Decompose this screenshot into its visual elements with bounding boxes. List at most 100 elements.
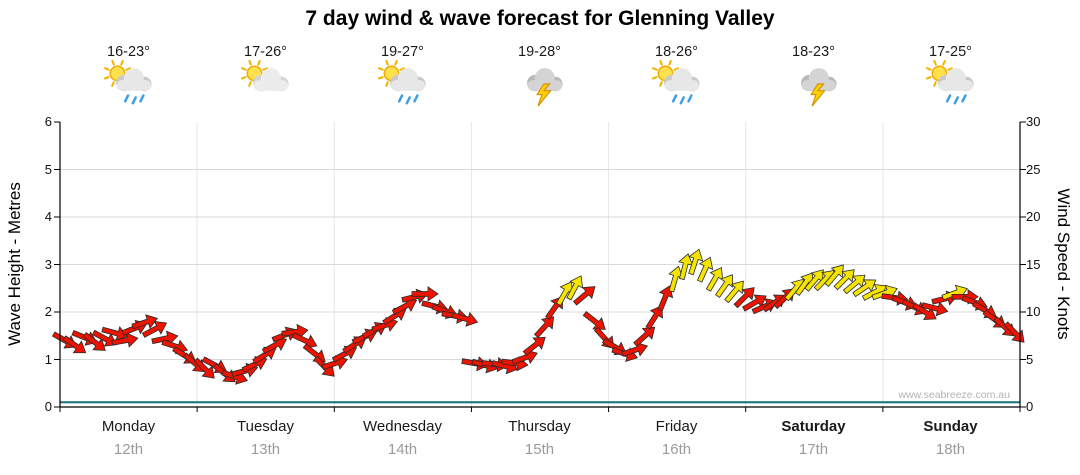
wind-arrow	[361, 322, 388, 339]
wind-arrow	[121, 319, 148, 336]
wind-arrow	[261, 337, 288, 355]
rain-drops	[945, 94, 967, 105]
cloud	[389, 68, 426, 92]
rain-drops	[397, 94, 419, 105]
wind-arrow	[421, 299, 449, 315]
wind-arrow	[715, 274, 733, 298]
wind-arrow	[302, 343, 326, 363]
wind-arrow	[82, 331, 106, 351]
wind-tick-labels: 0 5 10 15 20 25 30	[1026, 0, 1056, 475]
wind-arrow	[451, 311, 479, 327]
cloud	[800, 68, 837, 92]
wind-arrow	[931, 290, 959, 306]
wind-arrow	[481, 356, 509, 373]
wind-arrow	[161, 339, 189, 355]
wind-arrow	[668, 265, 684, 293]
wind-arrow	[566, 275, 584, 301]
thunderstorm-icon	[745, 60, 882, 114]
wind-arrow	[961, 295, 988, 311]
lightning-bolt	[535, 83, 552, 107]
day-temp: 18-23°	[792, 44, 835, 60]
wind-arrow	[382, 307, 407, 326]
wind-arrow	[71, 329, 98, 346]
day-temp: 18-26°	[655, 44, 698, 60]
wind-tick-label: 10	[1026, 304, 1041, 319]
cloud	[115, 68, 152, 92]
wind-arrow	[951, 289, 979, 305]
wind-arrow	[705, 266, 724, 292]
day-date: 17th	[798, 441, 829, 458]
wind-arrow	[724, 280, 744, 304]
wind-arrow	[291, 332, 318, 349]
day-temp: 17-26°	[244, 44, 287, 60]
wind-arrow	[182, 352, 206, 373]
day-temp: 19-27°	[381, 44, 424, 60]
partly-cloudy-icon	[197, 59, 334, 114]
day-label: Tuesday	[237, 418, 294, 435]
wind-arrow	[201, 356, 228, 374]
wind-arrow	[281, 323, 309, 340]
wind-arrow	[733, 287, 755, 309]
wind-arrow	[982, 309, 1007, 328]
wind-arrow	[593, 326, 615, 349]
wave-tick-label: 4	[44, 209, 52, 224]
wind-arrow	[555, 281, 574, 307]
day-temp: 16-23°	[107, 44, 150, 60]
wind-tick-label: 25	[1026, 161, 1041, 177]
wind-arrow	[321, 355, 349, 371]
wind-arrow	[511, 349, 538, 365]
wind-arrow	[491, 359, 519, 375]
wind-arrow	[971, 300, 997, 319]
wind-arrow	[696, 256, 714, 283]
wind-arrow	[411, 286, 439, 302]
wind-arrow	[331, 345, 358, 363]
day-label: Thursday	[508, 418, 571, 435]
wave-tick-label: 2	[44, 304, 52, 319]
wind-arrow	[62, 335, 87, 354]
wind-tick-label: 5	[1026, 351, 1034, 367]
wind-arrow	[824, 264, 844, 287]
day-label: Wednesday	[363, 418, 442, 435]
wind-arrow	[813, 269, 835, 292]
wave-tick-labels: 0 1 2 3 4 5 6	[30, 0, 52, 475]
wind-arrow	[231, 362, 259, 378]
wind-arrow	[522, 336, 546, 356]
wind-arrow	[751, 298, 778, 315]
day-label: Monday	[101, 418, 156, 435]
wind-arrow	[313, 355, 335, 377]
wind-arrow	[881, 290, 909, 306]
wave-tick-label: 3	[44, 256, 52, 272]
wave-tick-label: 0	[44, 399, 52, 414]
sun-shower-icon	[608, 59, 745, 114]
wave-tick-label: 6	[44, 114, 52, 129]
wind-arrow	[342, 336, 367, 354]
wind-arrow	[351, 328, 378, 345]
wind-arrow	[1003, 321, 1025, 343]
day-date: 12th	[113, 441, 144, 458]
lightning-bolt	[809, 83, 826, 107]
wind-arrow	[401, 288, 429, 304]
cloud	[663, 68, 700, 92]
wind-arrow	[678, 253, 694, 281]
watermark: www.seabreeze.com.au	[898, 389, 1010, 401]
wind-arrow	[621, 341, 649, 357]
wind-arrow	[271, 326, 298, 343]
sun-shower-icon	[334, 59, 471, 114]
day-date: 13th	[250, 441, 281, 458]
wind-arrow	[111, 332, 139, 348]
wind-arrow	[193, 357, 215, 379]
wind-tick-label: 30	[1026, 114, 1041, 129]
wind-tick-label: 20	[1026, 209, 1041, 224]
day-label: Friday	[655, 418, 698, 435]
wind-arrow	[657, 285, 674, 312]
wind-arrow	[241, 356, 268, 373]
wind-arrow	[645, 305, 663, 330]
wind-arrow	[51, 331, 77, 349]
wind-arrow	[891, 295, 918, 311]
day-temp: 19-28°	[518, 44, 561, 60]
wind-arrow	[471, 358, 499, 374]
wind-tick-label: 15	[1026, 256, 1041, 272]
wind-arrow	[784, 278, 804, 302]
wind-arrow	[391, 298, 418, 316]
